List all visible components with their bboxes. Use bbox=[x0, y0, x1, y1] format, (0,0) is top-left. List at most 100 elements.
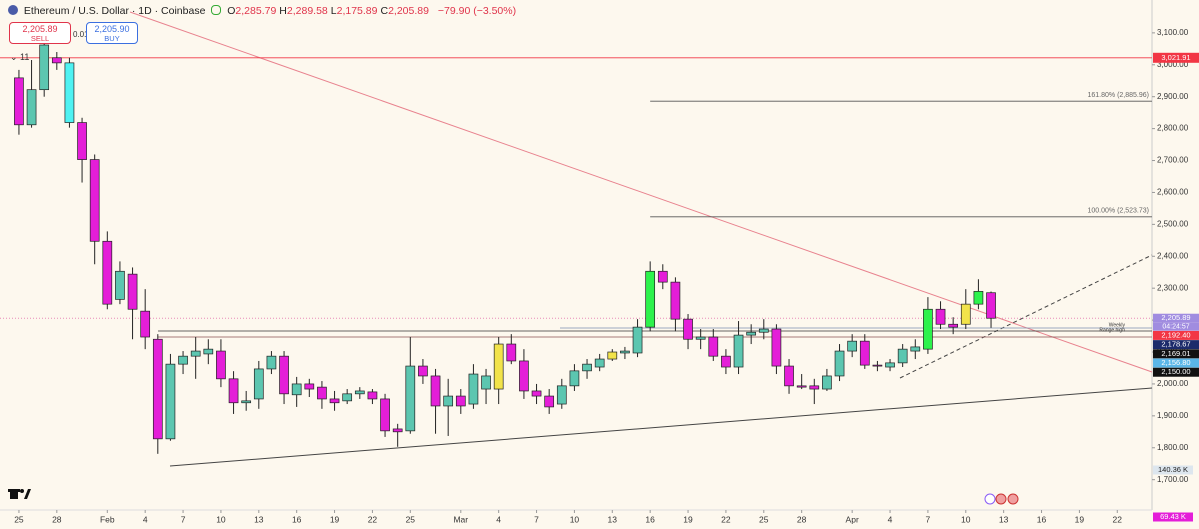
candle-body bbox=[506, 343, 517, 362]
buy-price: 2,205.90 bbox=[94, 24, 130, 34]
candle-body bbox=[26, 89, 37, 126]
candle-body bbox=[342, 393, 353, 402]
candle-body bbox=[304, 383, 315, 390]
level-label: 3,021.91 bbox=[1161, 53, 1190, 62]
indicators-toggle[interactable]: ⌄ 11 bbox=[10, 52, 30, 62]
price-tag bbox=[1153, 358, 1199, 368]
candle-body bbox=[632, 326, 643, 354]
candle-body bbox=[266, 355, 277, 370]
candle-body bbox=[569, 370, 580, 387]
candle-body bbox=[923, 308, 933, 350]
x-tick-label: 7 bbox=[181, 514, 186, 524]
x-tick-label: 19 bbox=[1075, 514, 1085, 524]
candle-body bbox=[771, 328, 782, 367]
price-tag-label: 2,192.40 bbox=[1161, 330, 1190, 339]
status-dot bbox=[211, 5, 222, 15]
x-tick-label: 7 bbox=[534, 514, 539, 524]
candle-body bbox=[721, 355, 731, 368]
buy-button[interactable]: 2,205.90 BUY bbox=[86, 22, 138, 44]
candle-body bbox=[51, 57, 62, 64]
fib-label: 161.80% (2,885.96) bbox=[1088, 92, 1150, 99]
candle-body bbox=[14, 77, 24, 126]
candle-body bbox=[165, 363, 176, 440]
ohlc-value: 2,289.58 bbox=[286, 5, 328, 17]
symbol-title: Ethereum / U.S. Dollar · 1D · Coinbase bbox=[23, 5, 206, 17]
x-tick-label: Mar bbox=[453, 514, 468, 524]
candle-body bbox=[115, 270, 125, 300]
ohlc-value: 2,175.89 bbox=[336, 5, 378, 17]
candle-body bbox=[291, 383, 302, 396]
candle-body bbox=[493, 343, 504, 390]
candle-body bbox=[935, 308, 946, 325]
candle-body bbox=[354, 390, 365, 395]
candle-body bbox=[897, 348, 908, 364]
candle-body bbox=[64, 62, 75, 123]
x-tick-label: 13 bbox=[999, 514, 1009, 524]
x-tick-label: 25 bbox=[14, 514, 24, 524]
candle-body bbox=[405, 365, 416, 432]
y-tick-label: 2,500.00 bbox=[1157, 219, 1189, 228]
candle-body bbox=[77, 122, 87, 160]
x-tick-label: 22 bbox=[1113, 514, 1123, 524]
x-tick-label: 13 bbox=[608, 514, 618, 524]
candle-body bbox=[910, 346, 921, 352]
x-tick-label: 4 bbox=[888, 514, 893, 524]
header: Ethereum / U.S. Dollar · 1D · Coinbase O… bbox=[8, 5, 519, 17]
sell-button[interactable]: 2,205.89 SELL bbox=[9, 22, 71, 44]
candle-body bbox=[834, 350, 845, 377]
candle-body bbox=[127, 273, 138, 310]
price-tag-label: 2,205.89 bbox=[1161, 313, 1190, 322]
candle-body bbox=[695, 336, 706, 340]
candle-body bbox=[418, 365, 428, 377]
price-tag bbox=[1153, 367, 1199, 377]
price-tag bbox=[1153, 313, 1199, 323]
price-tag bbox=[1153, 340, 1199, 350]
y-tick-label: 1,700.00 bbox=[1157, 475, 1189, 484]
y-tick-label: 3,100.00 bbox=[1157, 28, 1189, 37]
ohlc: O2,285.79 H2,289.58 L2,175.89 C2,205.89 bbox=[227, 5, 432, 17]
ohlc-key: O bbox=[227, 5, 236, 17]
line-note: Weekly bbox=[1109, 322, 1126, 328]
price-tag-label: 2,156.80 bbox=[1161, 358, 1190, 367]
price-tag bbox=[1153, 330, 1199, 340]
volume-tag bbox=[1153, 465, 1193, 475]
ohlc-key: L bbox=[330, 5, 337, 17]
candle-body bbox=[228, 378, 239, 404]
level-tag bbox=[1153, 52, 1199, 63]
x-tick-label: 28 bbox=[797, 514, 807, 524]
candle-body bbox=[253, 368, 264, 400]
tv-logo bbox=[8, 489, 31, 499]
x-tick-label: 13 bbox=[254, 514, 264, 524]
x-tick-label: 4 bbox=[143, 514, 148, 524]
sell-price: 2,205.89 bbox=[22, 24, 58, 34]
trendline bbox=[129, 11, 1153, 373]
candle-body bbox=[733, 334, 744, 368]
volume-tag bbox=[1153, 512, 1193, 522]
candle-body bbox=[392, 428, 403, 433]
x-tick-label: 19 bbox=[683, 514, 693, 524]
candle-body bbox=[620, 350, 630, 354]
candle-body bbox=[531, 390, 542, 397]
y-tick-label: 2,300.00 bbox=[1157, 283, 1189, 292]
candle-body bbox=[178, 355, 188, 365]
candle-body bbox=[140, 310, 151, 338]
trendline bbox=[899, 254, 1153, 379]
candle-body bbox=[519, 360, 529, 392]
candle-body bbox=[367, 391, 378, 400]
symbol-icon bbox=[8, 5, 18, 15]
volume-label: 140.36 K bbox=[1158, 465, 1188, 474]
candle-body bbox=[960, 303, 971, 325]
candle-body bbox=[645, 270, 656, 328]
candle-body bbox=[430, 375, 441, 407]
candle-body bbox=[190, 350, 201, 357]
candle-body bbox=[670, 281, 681, 320]
x-tick-label: 10 bbox=[961, 514, 971, 524]
bottom-icons bbox=[984, 493, 1019, 505]
x-tick-label: Apr bbox=[846, 514, 859, 524]
y-tick-label: 1,800.00 bbox=[1157, 443, 1189, 452]
x-tick-label: 16 bbox=[292, 514, 302, 524]
candle-body bbox=[89, 159, 100, 242]
candle-body bbox=[455, 395, 466, 407]
